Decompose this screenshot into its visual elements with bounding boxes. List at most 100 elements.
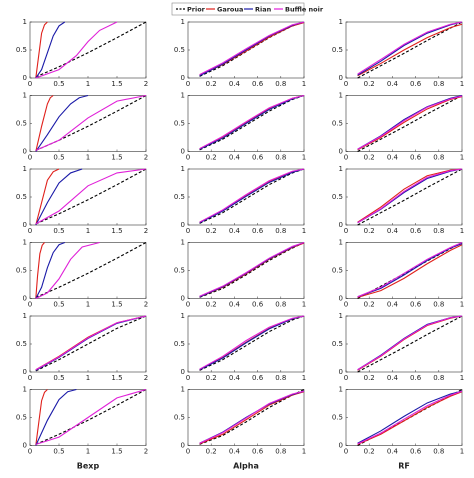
x-tick-label: 1.5 [111, 301, 122, 309]
x-tick-label: 0 [28, 374, 32, 382]
x-tick-label: 0.4 [387, 80, 399, 88]
x-tick-label: 2 [144, 227, 148, 235]
x-tick-label: 0.6 [252, 448, 264, 456]
x-tick-label: 0.2 [364, 80, 375, 88]
y-tick-label: 1 [23, 18, 27, 26]
x-tick-label: 0.2 [206, 448, 217, 456]
x-tick-label: 0 [186, 227, 190, 235]
x-tick-label: 0.6 [252, 301, 264, 309]
y-tick-label: 1 [23, 239, 27, 247]
y-tick-label: 1 [23, 165, 27, 173]
series-line [357, 21, 463, 79]
x-tick-label: 0 [186, 80, 190, 88]
series-line [35, 21, 66, 79]
x-tick-label: 1.5 [111, 227, 122, 235]
y-tick-label: 0 [23, 442, 27, 450]
series-line [35, 21, 118, 79]
y-tick-label: 0 [181, 442, 185, 450]
series-line [35, 95, 54, 152]
x-tick-label: 0.8 [275, 448, 286, 456]
y-tick-label: 0.5 [332, 120, 343, 128]
series-line [35, 94, 89, 152]
y-tick-label: 1 [181, 239, 185, 247]
series-line [357, 96, 463, 151]
x-tick-label: 0.4 [387, 301, 399, 309]
series-line [357, 390, 463, 444]
y-tick-label: 1 [339, 239, 343, 247]
y-tick-label: 0 [23, 295, 27, 303]
y-tick-label: 0.5 [174, 340, 185, 348]
x-tick-label: 0.4 [229, 448, 241, 456]
series-line [35, 315, 147, 372]
y-tick-label: 1 [23, 312, 27, 320]
x-tick-label: 0.2 [206, 154, 217, 162]
x-tick-label: 0.8 [433, 448, 444, 456]
plot-frame [29, 168, 147, 226]
y-tick-label: 0.5 [16, 193, 27, 201]
x-tick-label: 0 [28, 301, 32, 309]
series-line [357, 95, 463, 150]
x-tick-label: 1 [460, 374, 464, 382]
x-tick-label: 0.5 [53, 154, 64, 162]
y-tick-label: 0.5 [332, 193, 343, 201]
series-line [35, 242, 147, 298]
series-line [357, 21, 463, 75]
series-line [199, 21, 305, 77]
y-tick-label: 1 [23, 92, 27, 100]
x-tick-label: 0.2 [364, 227, 375, 235]
legend-label: Prior [187, 6, 206, 14]
legend-label: Buffle noir [285, 6, 324, 14]
y-tick-label: 0 [339, 442, 343, 450]
plot-frame [29, 21, 147, 79]
legend-label: Garoua [217, 6, 243, 14]
x-tick-label: 0 [344, 154, 348, 162]
x-axis-label: Alpha [233, 462, 259, 471]
series-line [199, 94, 305, 150]
series-line [199, 94, 305, 150]
y-tick-label: 1 [339, 18, 343, 26]
x-tick-label: 0.6 [252, 227, 264, 235]
x-tick-label: 0.6 [410, 374, 422, 382]
x-tick-label: 0.6 [252, 154, 264, 162]
x-tick-label: 0 [344, 227, 348, 235]
series-line [357, 244, 463, 298]
x-tick-label: 0.6 [410, 301, 422, 309]
series-line [357, 243, 463, 298]
y-tick-label: 0 [23, 148, 27, 156]
y-tick-label: 1 [23, 386, 27, 394]
plot-frame [345, 315, 463, 373]
x-tick-label: 0.4 [229, 301, 241, 309]
x-tick-label: 0.8 [433, 227, 444, 235]
x-tick-label: 0 [344, 301, 348, 309]
series-line [35, 315, 147, 371]
y-tick-label: 1 [181, 165, 185, 173]
x-tick-label: 1.5 [111, 80, 122, 88]
x-tick-label: 1 [460, 227, 464, 235]
x-tick-label: 0.8 [433, 301, 444, 309]
x-tick-label: 1 [86, 301, 90, 309]
y-tick-label: 1 [181, 18, 185, 26]
series-line [357, 241, 463, 298]
x-tick-label: 1 [302, 374, 306, 382]
y-tick-label: 0.5 [332, 46, 343, 54]
series-line [35, 168, 147, 225]
x-tick-label: 0.8 [275, 374, 286, 382]
series-line [199, 315, 305, 370]
x-tick-label: 0.5 [53, 374, 64, 382]
x-tick-label: 0 [28, 448, 32, 456]
x-tick-label: 1 [460, 154, 464, 162]
x-tick-label: 0.2 [364, 374, 375, 382]
y-tick-label: 0.5 [16, 267, 27, 275]
y-tick-label: 0 [23, 368, 27, 376]
x-tick-label: 0 [186, 301, 190, 309]
series-line [35, 241, 65, 299]
series-line [35, 241, 100, 299]
x-tick-label: 1 [302, 80, 306, 88]
y-tick-label: 1 [181, 386, 185, 394]
x-tick-label: 0.4 [229, 154, 241, 162]
legend-label: Rian [255, 6, 272, 14]
plot-frame [187, 315, 305, 373]
y-tick-label: 0 [23, 221, 27, 229]
series-line [357, 168, 463, 224]
x-tick-label: 0.6 [410, 448, 422, 456]
